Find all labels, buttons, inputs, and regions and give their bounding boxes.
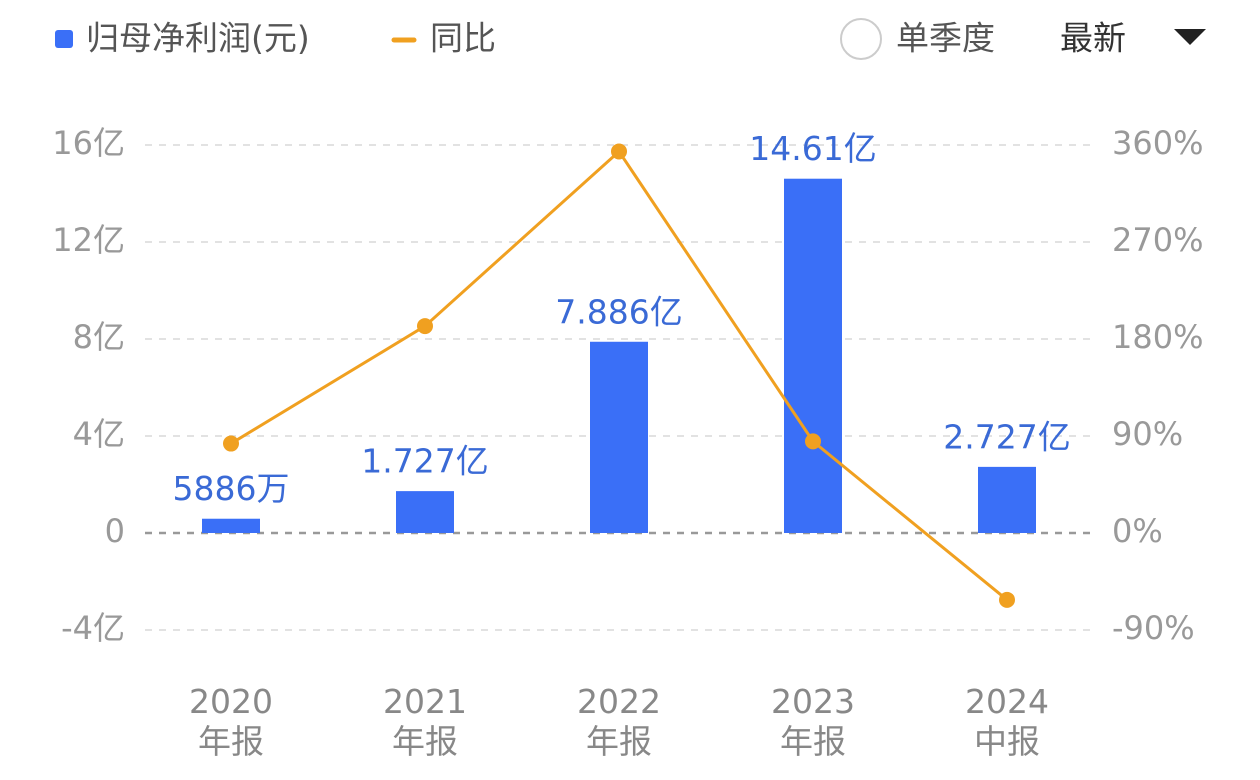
dropdown-arrow[interactable] bbox=[1174, 29, 1206, 45]
legend-label: 同比 bbox=[430, 19, 496, 58]
data-label: 14.61亿 bbox=[749, 129, 876, 168]
data-label: 1.727亿 bbox=[361, 442, 488, 481]
legend-label: 归母净利润(元) bbox=[86, 19, 310, 58]
period-selector[interactable]: 最新 bbox=[1060, 19, 1126, 58]
y2-tick-label: 270% bbox=[1112, 221, 1203, 259]
bar bbox=[590, 341, 648, 533]
bar bbox=[202, 518, 260, 533]
y-tick-label: -4亿 bbox=[61, 609, 125, 647]
y-tick-label: 12亿 bbox=[52, 221, 125, 259]
single-quarter-label[interactable]: 单季度 bbox=[896, 19, 995, 58]
x-tick-label: 2024 中报 bbox=[965, 682, 1049, 761]
data-label: 5886万 bbox=[173, 469, 290, 508]
bar bbox=[396, 491, 454, 533]
legend-swatch-bar bbox=[55, 30, 73, 48]
x-tick-label: 2023 年报 bbox=[771, 682, 855, 761]
line-point bbox=[611, 143, 627, 160]
y-tick-label: 0 bbox=[105, 512, 125, 550]
bar bbox=[978, 466, 1036, 533]
y-tick-label: 16亿 bbox=[52, 124, 125, 162]
x-tick-label: 2020 年报 bbox=[189, 682, 273, 761]
bar bbox=[784, 178, 842, 533]
line-point bbox=[999, 591, 1015, 608]
line-point bbox=[223, 435, 239, 452]
y-tick-label: 4亿 bbox=[73, 415, 125, 453]
line-point bbox=[805, 433, 821, 450]
y2-tick-label: 360% bbox=[1112, 124, 1203, 162]
y2-tick-label: 90% bbox=[1112, 415, 1183, 453]
line-point bbox=[417, 318, 433, 335]
y2-tick-label: -90% bbox=[1112, 609, 1195, 647]
data-label: 2.727亿 bbox=[943, 417, 1070, 456]
x-tick-label: 2021 年报 bbox=[383, 682, 467, 761]
y2-tick-label: 0% bbox=[1112, 512, 1163, 550]
data-label: 7.886亿 bbox=[555, 292, 682, 331]
y-tick-label: 8亿 bbox=[73, 318, 125, 356]
y2-tick-label: 180% bbox=[1112, 318, 1203, 356]
single-quarter-toggle[interactable] bbox=[840, 18, 882, 60]
x-tick-label: 2022 年报 bbox=[577, 682, 661, 761]
